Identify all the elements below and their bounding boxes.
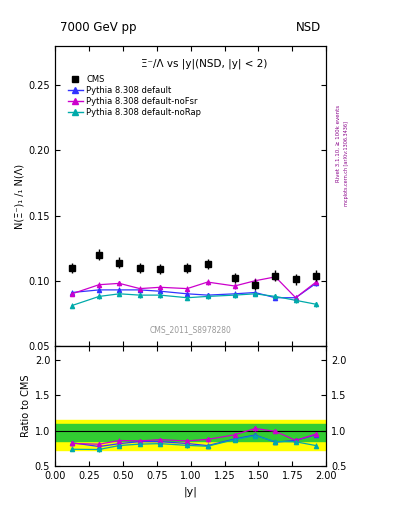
Text: CMS_2011_S8978280: CMS_2011_S8978280 (150, 325, 231, 334)
Text: Ξ⁻/Λ vs |y|(NSD, |y| < 2): Ξ⁻/Λ vs |y|(NSD, |y| < 2) (141, 58, 267, 69)
Text: 7000 GeV pp: 7000 GeV pp (61, 21, 137, 34)
Text: Rivet 3.1.10, ≥ 100k events: Rivet 3.1.10, ≥ 100k events (336, 105, 341, 182)
Legend: CMS, Pythia 8.308 default, Pythia 8.308 default-noFsr, Pythia 8.308 default-noRa: CMS, Pythia 8.308 default, Pythia 8.308 … (64, 71, 205, 120)
Text: NSD: NSD (296, 21, 321, 34)
Bar (55, 420, 326, 451)
Y-axis label: Ratio to CMS: Ratio to CMS (20, 375, 31, 437)
Bar (55, 423, 326, 441)
X-axis label: |y|: |y| (184, 486, 198, 497)
Text: mcplots.cern.ch [arXiv:1306.3436]: mcplots.cern.ch [arXiv:1306.3436] (344, 121, 349, 206)
Y-axis label: N(Ξ⁻)₁ /₁ N(Λ): N(Ξ⁻)₁ /₁ N(Λ) (15, 163, 24, 228)
